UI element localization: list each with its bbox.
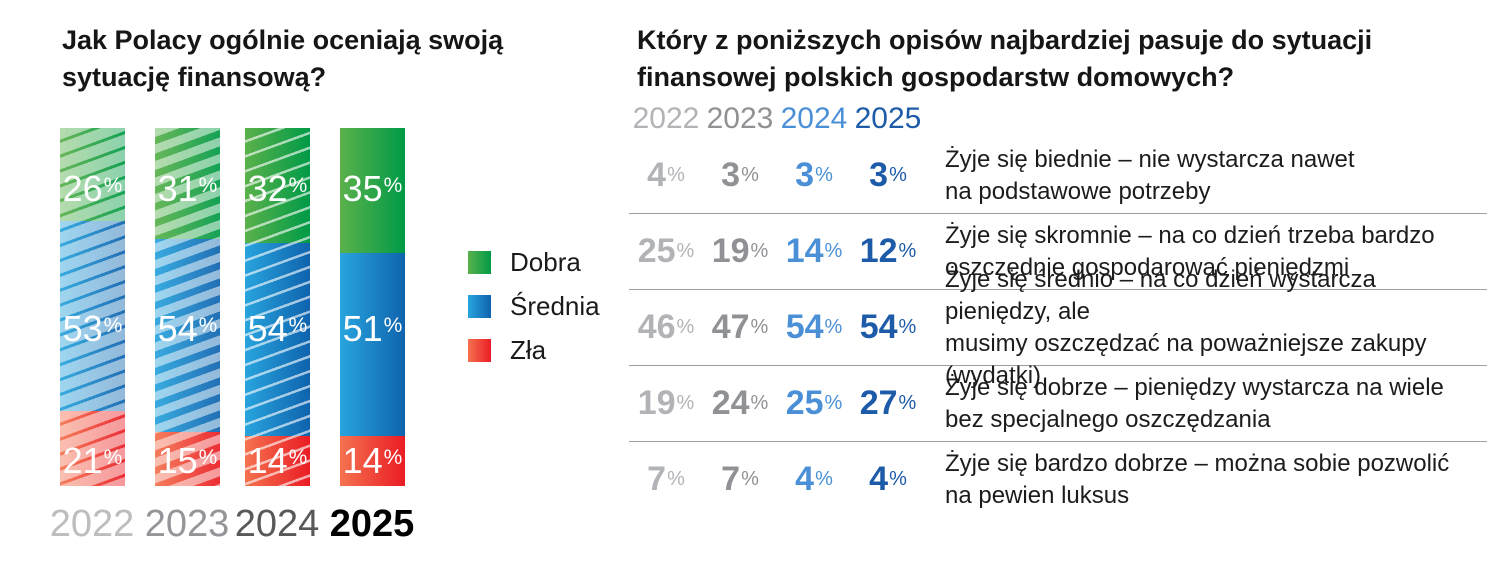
value-label-srednia-2025: 51% (342, 308, 403, 349)
value-label-srednia-2023: 54% (157, 308, 218, 349)
cell-value: 46% (629, 290, 703, 366)
legend-item-srednia: Średnia (468, 291, 600, 321)
left-chart-title: Jak Polacy ogólnie oceniają swoją sytuacj… (62, 22, 542, 96)
cell-value: 19% (629, 366, 703, 442)
household-situation-table: 2022 2023 2024 2025 4% 3% 3% 3% Żyje się… (629, 100, 1487, 517)
cell-value: 25% (629, 214, 703, 290)
legend-label-zla: Zła (510, 335, 547, 365)
legend-swatch-green-icon (468, 251, 491, 274)
year-label-2022: 2022 (49, 503, 135, 545)
value-label-srednia-2024: 54% (247, 308, 308, 349)
row-description: Żyje się średnio – na co dzień wystarcza… (925, 266, 1487, 389)
column-header-2024: 2024 (780, 102, 848, 135)
legend-swatch-blue-icon (468, 295, 491, 318)
cell-value: 4% (869, 460, 907, 498)
segment-dobra-2025 (340, 128, 405, 254)
cell-value: 54% (851, 290, 925, 366)
value-label-srednia-2022: 53% (62, 308, 123, 349)
value-label-zla-2023: 15% (157, 440, 218, 481)
legend-item-zla: Zła (468, 335, 600, 365)
legend-label-dobra: Dobra (510, 247, 581, 277)
stacked-bar-chart: 26% 53% 21% 31% 54% 15% 32% 54% 14% (60, 128, 405, 486)
cell-value: 24% (703, 366, 777, 442)
year-label-2024: 2024 (234, 503, 320, 545)
bar-2023: 31% 54% 15% (155, 128, 220, 486)
segment-zla-2025 (340, 435, 405, 486)
year-label-2023: 2023 (144, 503, 230, 545)
left-title-line1: Jak Polacy ogólnie oceniają swoją (62, 25, 504, 55)
cell-value: 27% (851, 366, 925, 442)
column-header-2023: 2023 (706, 102, 774, 135)
cell-value: 3% (777, 138, 851, 214)
column-header-spacer (925, 100, 1487, 138)
cell-value: 7% (647, 460, 685, 498)
cell-value: 54% (777, 290, 851, 366)
cell-value: 25% (777, 366, 851, 442)
right-table-title: Który z poniższych opisów najbardziej pa… (637, 22, 1497, 96)
row-description: Żyje się dobrze – pieniędzy wystarcza na… (925, 366, 1487, 442)
row-description: Żyje się biednie – nie wystarcza nawet na… (925, 138, 1487, 214)
legend-swatch-red-icon (468, 339, 491, 362)
row-description: Żyje się bardzo dobrze – można sobie poz… (945, 449, 1450, 509)
row-description: Żyje się skromnie – na co dzień trzeba b… (925, 214, 1487, 290)
legend-item-dobra: Dobra (468, 247, 600, 277)
segment-srednia-2025 (340, 253, 405, 436)
value-label-dobra-2022: 26% (62, 168, 123, 209)
right-title-line1: Który z poniższych opisów najbardziej pa… (637, 25, 1373, 55)
cell-value: 7% (721, 460, 759, 498)
x-axis-year-labels: 2022 2023 2024 2025 (50, 502, 415, 550)
bar-2024: 32% 54% 14% (245, 128, 310, 486)
cell-value: 14% (777, 214, 851, 290)
bar-2022: 26% 53% 21% (60, 128, 125, 486)
cell-value: 47% (703, 290, 777, 366)
value-label-zla-2024: 14% (247, 440, 308, 481)
value-label-zla-2025: 14% (342, 440, 403, 481)
year-label-2025: 2025 (329, 503, 415, 545)
legend-label-srednia: Średnia (510, 291, 600, 321)
value-label-zla-2022: 21% (62, 440, 123, 481)
bar-2025: 35% 51% 14% (340, 128, 405, 486)
cell-value: 12% (851, 214, 925, 290)
column-header-2022: 2022 (632, 102, 700, 135)
cell-value: 19% (703, 214, 777, 290)
right-title-line2: finansowej polskich gospodarstw domowych… (637, 62, 1235, 92)
cell-value: 3% (851, 138, 925, 214)
value-label-dobra-2024: 32% (247, 168, 308, 209)
left-title-line2: sytuację finansową? (62, 62, 327, 92)
cell-value: 3% (703, 138, 777, 214)
cell-value: 4% (795, 460, 833, 498)
column-header-2025: 2025 (854, 102, 922, 135)
value-label-dobra-2025: 35% (342, 168, 403, 209)
cell-value: 4% (629, 138, 703, 214)
value-label-dobra-2023: 31% (157, 168, 218, 209)
legend: Dobra Średnia Zła (468, 247, 600, 383)
